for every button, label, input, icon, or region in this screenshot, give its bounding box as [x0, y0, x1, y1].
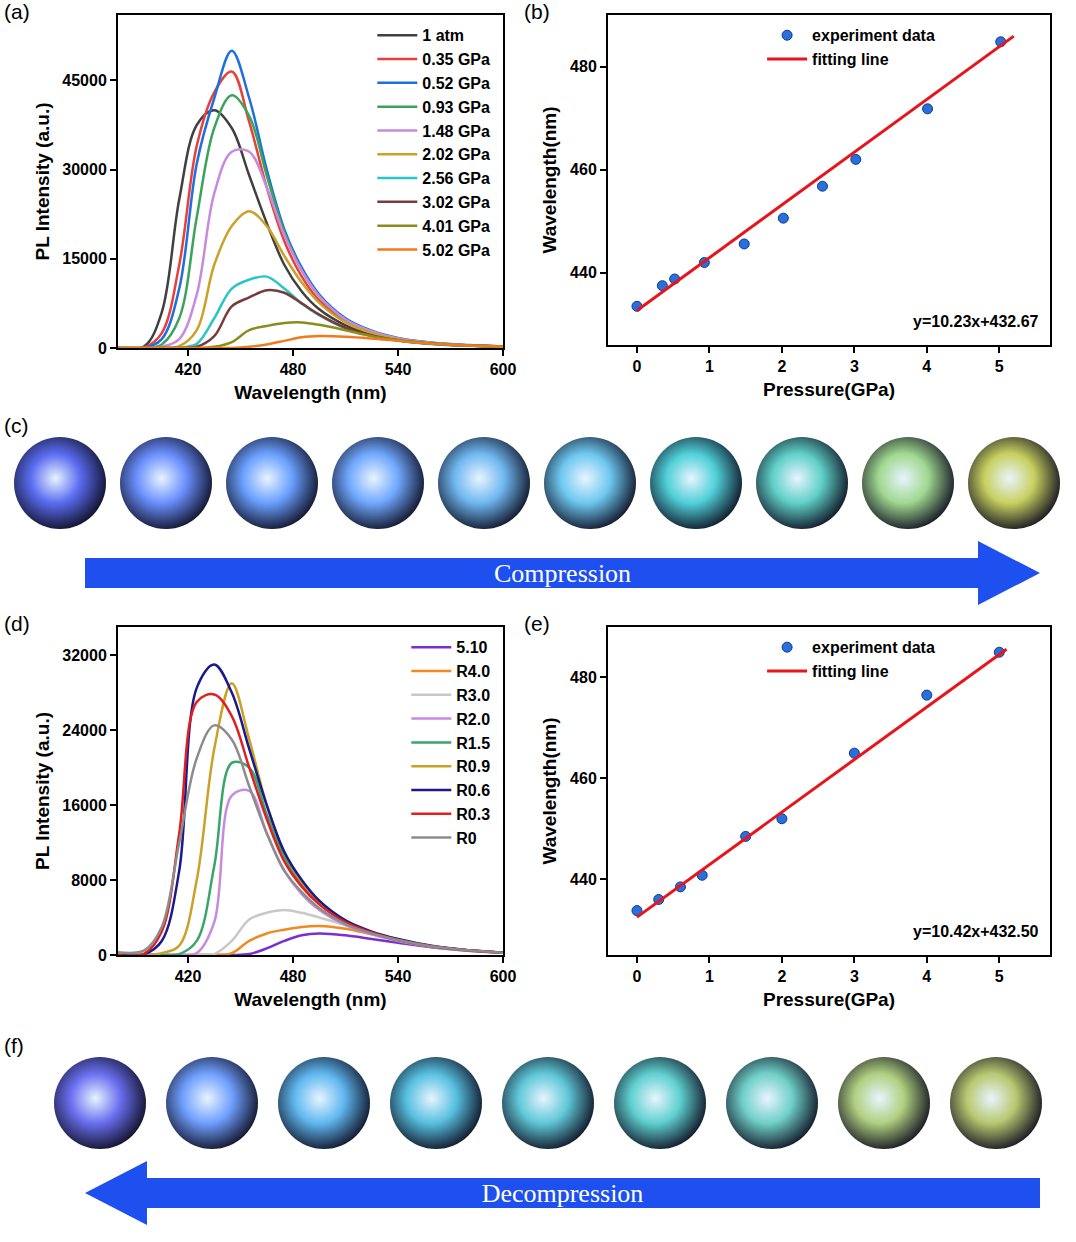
svg-text:4: 4 [922, 358, 931, 375]
svg-text:0: 0 [98, 947, 107, 964]
svg-text:0.52 GPa: 0.52 GPa [422, 75, 490, 92]
svg-text:Wavelength(nm): Wavelength(nm) [539, 717, 560, 864]
svg-text:Wavelength (nm): Wavelength (nm) [234, 989, 386, 1010]
svg-text:(f): (f) [4, 1035, 24, 1057]
svg-text:(c): (c) [4, 415, 29, 437]
svg-text:30000: 30000 [62, 161, 107, 178]
svg-text:2.56 GPa: 2.56 GPa [422, 170, 490, 187]
svg-text:PL Intensity (a.u.): PL Intensity (a.u.) [32, 712, 53, 870]
svg-text:540: 540 [385, 968, 412, 985]
html-text:(d): (d) [4, 612, 30, 635]
svg-text:15000: 15000 [62, 250, 107, 267]
svg-text:1.48 GPa: 1.48 GPa [422, 123, 490, 140]
svg-text:0.93 GPa: 0.93 GPa [422, 99, 490, 116]
svg-text:Wavelength (nm): Wavelength (nm) [234, 382, 386, 403]
svg-text:45000: 45000 [62, 72, 107, 89]
svg-text:Decompression: Decompression [482, 1179, 644, 1208]
svg-text:2: 2 [777, 358, 786, 375]
svg-text:R1.5: R1.5 [456, 735, 490, 752]
svg-text:experiment data: experiment data [812, 27, 935, 44]
svg-text:y=10.23x+432.67: y=10.23x+432.67 [913, 313, 1039, 330]
html-text:(a): (a) [4, 0, 30, 23]
svg-text:Compression: Compression [494, 559, 631, 588]
svg-text:R0.9: R0.9 [456, 758, 490, 775]
svg-text:5.02 GPa: 5.02 GPa [422, 242, 490, 259]
svg-text:600: 600 [490, 361, 517, 378]
svg-text:experiment data: experiment data [812, 639, 935, 656]
svg-text:16000: 16000 [62, 797, 107, 814]
html-text:(b): (b) [524, 0, 550, 23]
svg-text:2.02 GPa: 2.02 GPa [422, 146, 490, 163]
svg-text:4.01 GPa: 4.01 GPa [422, 218, 490, 235]
svg-text:480: 480 [280, 361, 307, 378]
svg-text:3: 3 [850, 358, 859, 375]
svg-text:0: 0 [633, 968, 642, 985]
svg-text:5: 5 [995, 968, 1004, 985]
svg-text:8000: 8000 [71, 872, 107, 889]
svg-text:0.35 GPa: 0.35 GPa [422, 51, 490, 68]
svg-text:R2.0: R2.0 [456, 711, 490, 728]
svg-text:y=10.42x+432.50: y=10.42x+432.50 [913, 923, 1039, 940]
svg-text:3: 3 [850, 968, 859, 985]
svg-text:5.10: 5.10 [456, 639, 487, 656]
svg-text:460: 460 [570, 770, 597, 787]
svg-text:5: 5 [995, 358, 1004, 375]
svg-text:600: 600 [490, 968, 517, 985]
svg-text:3.02 GPa: 3.02 GPa [422, 194, 490, 211]
svg-text:540: 540 [385, 361, 412, 378]
svg-text:R4.0: R4.0 [456, 663, 490, 680]
svg-text:R3.0: R3.0 [456, 687, 490, 704]
html-text:(e): (e) [524, 612, 550, 635]
svg-text:2: 2 [777, 968, 786, 985]
svg-text:460: 460 [570, 161, 597, 178]
svg-text:Pressure(GPa): Pressure(GPa) [763, 989, 895, 1010]
svg-text:0: 0 [98, 340, 107, 357]
svg-text:fitting line: fitting line [812, 663, 889, 680]
svg-text:32000: 32000 [62, 647, 107, 664]
svg-text:PL Intensity (a.u.): PL Intensity (a.u.) [32, 102, 53, 260]
svg-text:4: 4 [922, 968, 931, 985]
svg-text:R0.3: R0.3 [456, 806, 490, 823]
svg-text:440: 440 [570, 871, 597, 888]
svg-text:Wavelength(nm): Wavelength(nm) [539, 106, 560, 253]
svg-text:480: 480 [570, 669, 597, 686]
svg-text:R0.6: R0.6 [456, 782, 490, 799]
svg-text:Pressure(GPa): Pressure(GPa) [763, 379, 895, 400]
svg-text:fitting line: fitting line [812, 51, 889, 68]
svg-text:480: 480 [570, 58, 597, 75]
svg-text:R0: R0 [456, 830, 477, 847]
svg-text:1 atm: 1 atm [422, 27, 464, 44]
svg-text:420: 420 [175, 361, 202, 378]
svg-text:440: 440 [570, 264, 597, 281]
svg-text:420: 420 [175, 968, 202, 985]
svg-text:24000: 24000 [62, 722, 107, 739]
svg-text:1: 1 [705, 358, 714, 375]
svg-text:1: 1 [705, 968, 714, 985]
svg-text:480: 480 [280, 968, 307, 985]
svg-text:0: 0 [633, 358, 642, 375]
